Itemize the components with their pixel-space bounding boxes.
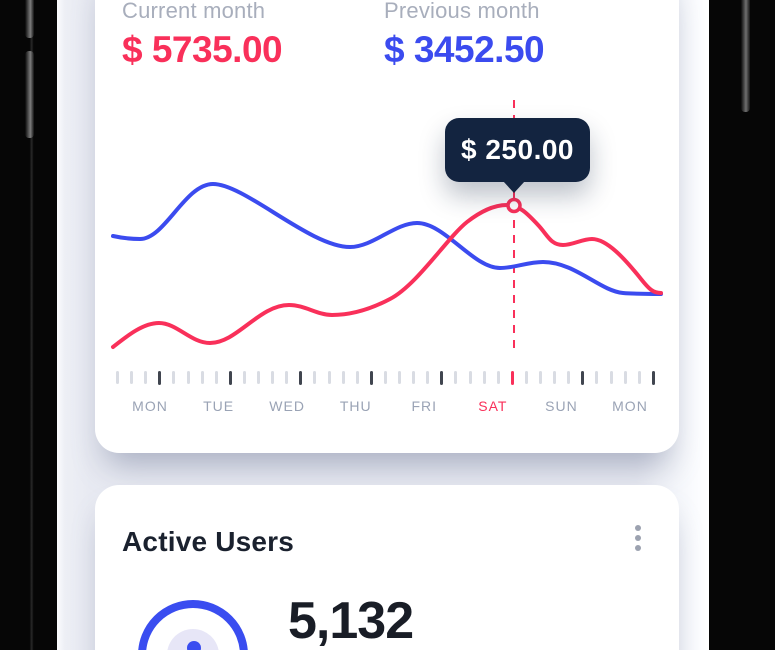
- axis-tick: [454, 371, 458, 384]
- axis-tick: [242, 371, 246, 384]
- axis-tick: [200, 371, 204, 384]
- day-label-0-mon[interactable]: MON: [132, 398, 168, 414]
- axis-tick: [116, 371, 119, 384]
- volume-down-button: [25, 51, 34, 138]
- previous-month-label: Previous month: [384, 0, 540, 23]
- day-label-3-thu[interactable]: THU: [339, 398, 372, 414]
- volume-up-button: [25, 0, 34, 38]
- axis-tick: [412, 371, 416, 384]
- axis-tick: [327, 371, 331, 384]
- axis-tick: [482, 371, 486, 384]
- axis-tick: [341, 371, 345, 384]
- active-users-card: Active Users 5,132: [95, 485, 679, 650]
- axis-tick: [228, 371, 232, 385]
- axis-tick: [130, 371, 134, 384]
- axis-tick: [186, 371, 190, 384]
- current-month-label: Current month: [122, 0, 266, 23]
- axis-tick: [468, 371, 472, 384]
- axis-tick: [158, 371, 162, 385]
- day-label-6-sun[interactable]: SUN: [545, 398, 578, 414]
- day-label-7-mon[interactable]: MON: [612, 398, 648, 414]
- x-axis-labels: MON TUE WED THU FRI SAT SUN MON: [95, 398, 679, 418]
- previous-month-line: [111, 181, 663, 296]
- kebab-dot: [635, 525, 641, 531]
- phone-screen: Current month $ 5735.00 Previous month $…: [57, 0, 709, 650]
- user-icon: [187, 641, 201, 650]
- axis-tick: [271, 371, 275, 384]
- axis-tick: [539, 371, 542, 384]
- axis-tick: [257, 371, 260, 384]
- axis-tick: [440, 371, 444, 385]
- axis-tick: [510, 371, 514, 385]
- current-month-value: $ 5735.00: [122, 29, 283, 70]
- active-users-title: Active Users: [122, 526, 295, 557]
- day-label-2-wed[interactable]: WED: [269, 398, 305, 414]
- selected-point-marker[interactable]: [506, 197, 522, 214]
- axis-tick: [214, 371, 218, 384]
- x-axis-ticks: [95, 371, 679, 385]
- axis-tick: [609, 371, 613, 384]
- chart-tooltip: $ 250.00: [445, 118, 590, 193]
- axis-tick: [285, 371, 289, 384]
- revenue-line-chart[interactable]: [95, 0, 679, 453]
- axis-tick: [398, 371, 401, 384]
- phone-frame-left-edge: [29, 0, 34, 650]
- user-icon-background: [167, 629, 219, 650]
- axis-tick: [313, 371, 317, 384]
- axis-tick: [383, 371, 387, 384]
- axis-tick: [581, 371, 585, 385]
- axis-tick: [496, 371, 500, 384]
- revenue-card: Current month $ 5735.00 Previous month $…: [95, 0, 679, 453]
- current-month-summary: Current month $ 5735.00: [122, 0, 283, 70]
- axis-tick: [637, 371, 641, 384]
- axis-tick: [299, 371, 303, 385]
- axis-tick: [623, 371, 627, 384]
- day-label-5-sat[interactable]: SAT: [478, 398, 508, 414]
- power-button: [741, 0, 750, 112]
- kebab-dot: [635, 545, 641, 551]
- axis-tick: [172, 371, 176, 384]
- day-label-1-tue[interactable]: TUE: [203, 398, 235, 414]
- axis-tick: [144, 371, 148, 384]
- kebab-dot: [635, 535, 641, 541]
- day-label-4-fri[interactable]: FRI: [411, 398, 438, 414]
- axis-tick: [426, 371, 430, 384]
- axis-tick: [553, 371, 557, 384]
- axis-tick: [369, 371, 373, 385]
- chart-tooltip-value: $ 250.00: [461, 134, 574, 165]
- kebab-menu-icon[interactable]: [628, 525, 648, 557]
- active-users-value: 5,132: [288, 592, 414, 650]
- axis-tick: [524, 371, 528, 384]
- previous-month-value: $ 3452.50: [384, 29, 545, 70]
- current-month-line: [111, 202, 663, 349]
- previous-month-summary: Previous month $ 3452.50: [384, 0, 545, 70]
- axis-tick: [651, 371, 655, 385]
- axis-tick: [355, 371, 359, 384]
- axis-tick: [567, 371, 571, 384]
- axis-tick: [595, 371, 599, 384]
